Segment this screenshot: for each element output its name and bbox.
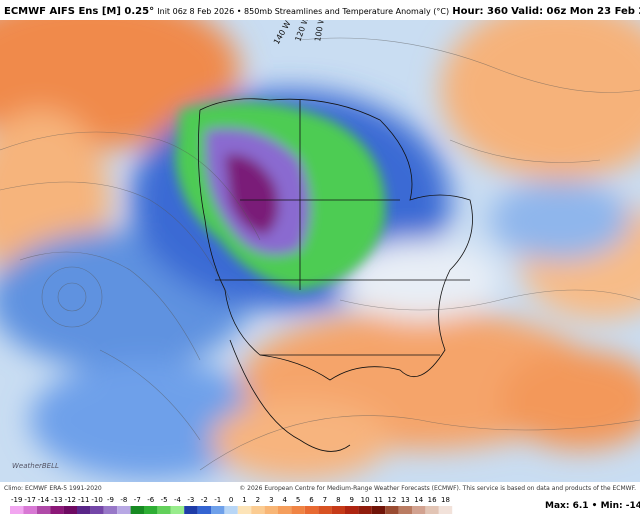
colorbar-swatch [90, 506, 104, 514]
colorbar-swatch [197, 506, 211, 514]
colorbar-swatch [130, 506, 144, 514]
colorbar-swatch [36, 506, 51, 514]
colorbar-swatch [170, 506, 185, 514]
colorbar-label: -9 [107, 496, 114, 504]
model: ECMWF AIFS Ens [M] 0.25° [4, 6, 154, 17]
colorbar-label: -5 [161, 496, 168, 504]
colorbar-label: 10 [361, 496, 370, 504]
colorbar-label: -3 [187, 496, 194, 504]
colorbar-label: -6 [147, 496, 155, 504]
colorbar-swatch [157, 506, 171, 514]
colorbar-swatch [385, 506, 399, 514]
colorbar-label: 16 [428, 496, 437, 504]
colorbar-swatch [291, 506, 305, 514]
min: Min: -14.5 [601, 501, 640, 511]
colorbar-label: -11 [78, 496, 89, 504]
colorbar-swatch [77, 506, 91, 514]
logo: WeatherBELL [12, 462, 59, 470]
colorbar-label: -8 [120, 496, 127, 504]
colorbar: -19 -17 -14 -13 -12 -11 -10 -9 -8 -7 -6 -5 -4 -3 -2 -1 0… [10, 496, 453, 514]
colorbar-label: 0 [229, 496, 233, 504]
colorbar-label: 9 [349, 496, 353, 504]
colorbar-swatch [50, 506, 64, 514]
colorbar-swatch [10, 506, 24, 514]
colorbar-label: 5 [296, 496, 300, 504]
colorbar-label: -19 [11, 496, 22, 504]
colorbar-swatch [144, 506, 158, 514]
colorbar-swatch [345, 506, 359, 514]
colorbar-label: 8 [336, 496, 340, 504]
colorbar-label: 12 [387, 496, 396, 504]
colorbar-swatch [211, 506, 225, 514]
colorbar-swatch [224, 506, 238, 514]
hour: Hour: 360 [452, 6, 508, 17]
colorbar-label: -2 [201, 496, 208, 504]
colorbar-swatch [237, 506, 252, 514]
colorbar-swatch [371, 506, 386, 514]
copyright: © 2026 European Centre for Medium-Range … [239, 485, 636, 492]
colorbar-label: 13 [401, 496, 410, 504]
colorbar-label: -17 [24, 496, 35, 504]
separator: • [592, 501, 598, 511]
colorbar-label: 1 [242, 496, 246, 504]
colorbar-swatch [318, 506, 332, 514]
colorbar-label: -14 [38, 496, 50, 504]
colorbar-swatch [103, 506, 118, 514]
colorbar-swatch [278, 506, 292, 514]
map: 140 W 120 W 100 W WeatherBELL [0, 20, 640, 482]
colorbar-label: 4 [282, 496, 287, 504]
colorbar-swatch [412, 506, 426, 514]
max-min: Max: 6.1 • Min: -14.5 [545, 501, 640, 511]
colorbar-swatch [425, 506, 439, 514]
colorbar-label: -7 [134, 496, 141, 504]
colorbar-swatch [184, 506, 198, 514]
colorbar-label: -12 [65, 496, 76, 504]
colorbar-swatch [358, 506, 372, 514]
colorbar-swatch [398, 506, 412, 514]
colorbar-swatch [438, 506, 453, 514]
description: Init 06z 8 Feb 2026 • 850mb Streamlines … [157, 7, 449, 16]
climo: Climo: ECMWF ERA-5 1991-2020 [4, 485, 102, 492]
colorbar-label: 14 [414, 496, 423, 504]
colorbar-label: 18 [441, 496, 450, 504]
colorbar-swatch [331, 506, 345, 514]
colorbar-swatch [117, 506, 131, 514]
colorbar-label: -1 [214, 496, 221, 504]
colorbar-swatch [23, 506, 37, 514]
colorbar-swatch [63, 506, 77, 514]
valid: Valid: 06z Mon 23 Feb 2026 [511, 6, 640, 17]
colorbar-label: 3 [269, 496, 273, 504]
colorbar-label: -10 [91, 496, 102, 504]
colorbar-label: -4 [174, 496, 182, 504]
colorbar-label: 11 [374, 496, 383, 504]
colorbar-swatch [304, 506, 319, 514]
max: Max: 6.1 [545, 501, 589, 511]
colorbar-label: -13 [51, 496, 62, 504]
colorbar-swatch [264, 506, 278, 514]
colorbar-label: 7 [323, 496, 327, 504]
colorbar-swatch [251, 506, 265, 514]
colorbar-label: 6 [309, 496, 314, 504]
colorbar-label: 2 [256, 496, 260, 504]
title: ECMWF AIFS Ens [M] 0.25° Init 06z 8 Feb … [4, 6, 640, 17]
